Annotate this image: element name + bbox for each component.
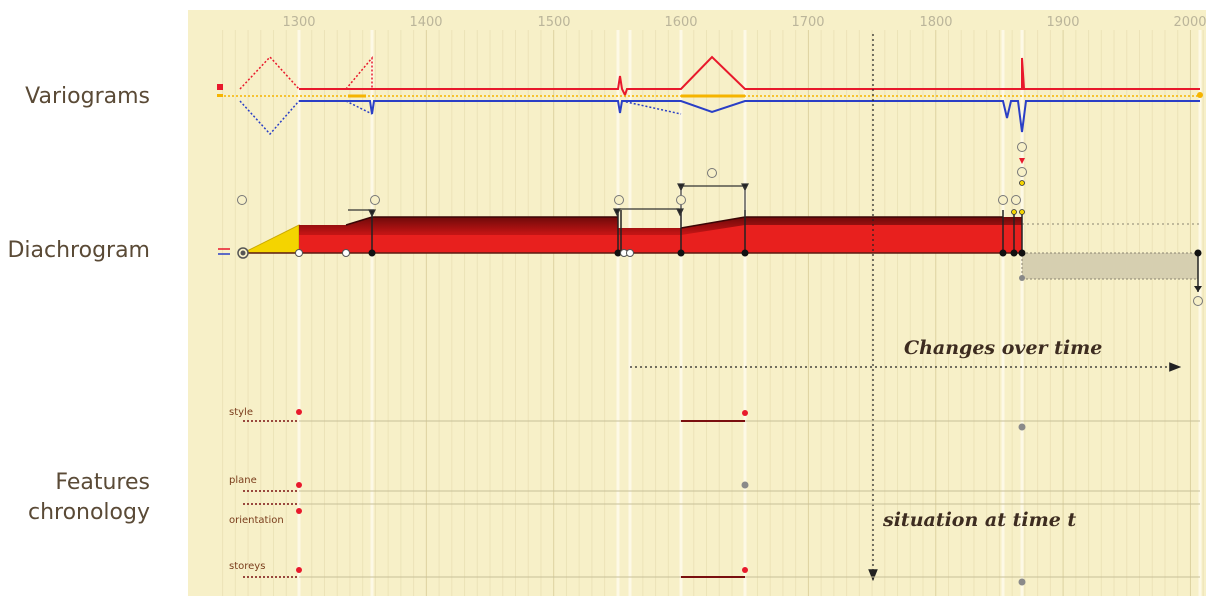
axis-tick-1600: 1600	[664, 15, 697, 30]
axis-tick-2000: 2000	[1173, 15, 1206, 30]
variogram-blue-curve	[299, 100, 1200, 133]
situation-at-time-t-label: situation at time t	[882, 509, 1076, 531]
handle-1855	[998, 195, 1008, 205]
diachrogram-end-arrow	[1194, 286, 1202, 292]
variogram-blue-dotted	[239, 100, 682, 136]
feature-row-style: style	[229, 407, 1200, 431]
variogram-red-curve	[299, 55, 1200, 98]
diachrogram-red-marker	[1019, 158, 1025, 164]
timeline-grid	[222, 30, 1204, 596]
handle-1600	[676, 195, 686, 205]
event-band	[1198, 30, 1202, 596]
handle-1870-top	[1017, 142, 1027, 152]
axis-tick-1500: 1500	[537, 15, 570, 30]
axis-tick-1400: 1400	[409, 15, 442, 30]
feature-row-plane: plane	[229, 475, 1200, 492]
features-chronology: style plane orientation storeys	[229, 407, 1200, 586]
event-band	[679, 30, 683, 596]
event-band	[628, 30, 632, 596]
diachrogram-nodes	[237, 247, 1202, 281]
event-bands	[297, 30, 1202, 596]
event-band	[616, 30, 620, 596]
row-label-features-line1: Features	[55, 470, 150, 495]
handle-1865	[1011, 195, 1021, 205]
diachrogram-lower-band	[299, 225, 1022, 253]
row-label-features-line2: chronology	[27, 500, 150, 525]
feature-label-orientation: orientation	[229, 515, 284, 526]
annotations: Changes over time situation at time t	[630, 34, 1182, 582]
variogram-end-dot	[1197, 92, 1203, 98]
handle-1360	[370, 195, 380, 205]
feature-row-storeys: storeys	[229, 561, 1200, 586]
handle-2005	[1193, 296, 1203, 306]
feature-label-storeys: storeys	[229, 561, 265, 572]
variogram-orange-marker	[217, 94, 223, 97]
event-band	[297, 30, 301, 596]
diachrogram-intervals	[348, 183, 749, 228]
axis-tick-1800: 1800	[919, 15, 952, 30]
event-band	[370, 30, 374, 596]
handle-1625	[707, 168, 717, 178]
event-band	[1001, 30, 1005, 596]
feature-label-plane: plane	[229, 475, 257, 486]
row-label-diachrogram: Diachrogram	[7, 238, 150, 263]
event-band	[743, 30, 747, 596]
row-label-variograms: Variograms	[25, 84, 150, 109]
diachrogram-yellow-dots	[1011, 180, 1025, 215]
variograms	[217, 55, 1203, 136]
diachrogram-future-extension	[1021, 252, 1199, 280]
feature-label-style: style	[229, 407, 253, 418]
handle-1260	[237, 195, 247, 205]
event-band	[1020, 30, 1024, 596]
changes-over-time-label: Changes over time	[904, 337, 1102, 359]
row-label-features-chronology: Features chronology	[0, 468, 150, 528]
diachrogram	[218, 142, 1203, 306]
handle-1870-mid	[1017, 167, 1027, 177]
axis-tick-1300: 1300	[282, 15, 315, 30]
axis-tick-1700: 1700	[791, 15, 824, 30]
variogram-red-marker	[217, 84, 223, 90]
axis-tick-1900: 1900	[1046, 15, 1079, 30]
variogram-red-dotted	[239, 55, 373, 90]
time-axis: 1300 1400 1500 1600 1700 1800 1900 2000	[282, 15, 1206, 30]
handle-1550	[614, 195, 624, 205]
feature-row-orientation: orientation	[229, 503, 1200, 526]
timeline-panel: 1300 1400 1500 1600 1700 1800 1900 2000	[188, 10, 1206, 596]
diachrogram-handles[interactable]	[237, 142, 1203, 306]
